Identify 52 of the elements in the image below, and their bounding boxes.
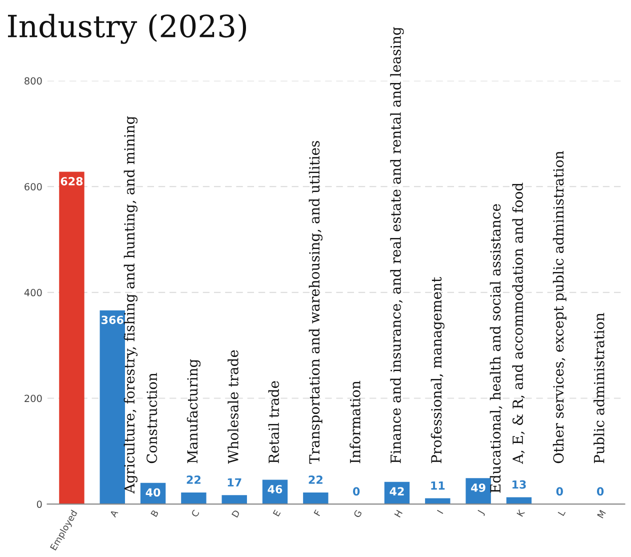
data-label: 628 bbox=[60, 177, 83, 186]
annotation: A, E, & R, and accommodation and food bbox=[512, 182, 525, 464]
annotation: Other services, except public administration bbox=[552, 150, 566, 464]
annotation: Transportation and warehousing, and utilities bbox=[308, 141, 322, 464]
annotation: Construction bbox=[146, 372, 158, 464]
x-tick-label: E bbox=[272, 510, 281, 517]
x-tick-label: A bbox=[110, 509, 118, 518]
x-tick-label: F bbox=[314, 510, 322, 516]
chart-title: Industry (2023) bbox=[8, 14, 246, 44]
data-label: 22 bbox=[308, 476, 322, 484]
annotation: Public administration bbox=[594, 312, 604, 464]
x-tick-label: J bbox=[476, 510, 486, 516]
y-tick-label: 0 bbox=[36, 500, 42, 508]
data-label: 49 bbox=[471, 483, 486, 492]
x-tick-label: I bbox=[437, 510, 444, 514]
x-tick-label: B bbox=[150, 510, 159, 517]
x-tick-label: K bbox=[516, 508, 526, 517]
x-tick-label: M bbox=[597, 510, 606, 518]
data-label: 11 bbox=[431, 482, 445, 490]
bar bbox=[303, 492, 328, 504]
y-tick-label: 600 bbox=[24, 183, 42, 190]
bar bbox=[59, 172, 84, 504]
annotation: Professional, management bbox=[430, 277, 444, 464]
bar bbox=[100, 310, 125, 504]
data-label: 22 bbox=[186, 476, 200, 484]
annotation: Retail trade bbox=[268, 381, 280, 464]
annotation: Agriculture, forestry, fishing and hunting, and mining bbox=[124, 116, 138, 494]
data-label: 13 bbox=[512, 480, 526, 489]
bar bbox=[506, 497, 532, 504]
annotation: Wholesale trade bbox=[228, 350, 238, 464]
annotation: Educational, health and social assistance bbox=[490, 204, 502, 493]
x-tick-label: C bbox=[190, 509, 200, 518]
data-label: 17 bbox=[228, 478, 242, 486]
x-tick-label: H bbox=[394, 510, 402, 518]
x-tick-label: L bbox=[558, 509, 566, 516]
x-tick-label: D bbox=[232, 510, 240, 518]
x-tick-label: G bbox=[353, 510, 362, 518]
bar bbox=[181, 492, 206, 504]
bar bbox=[222, 495, 247, 504]
data-label: 40 bbox=[146, 488, 160, 497]
annotation: Manufacturing bbox=[186, 359, 201, 464]
annotation: Information bbox=[350, 380, 360, 464]
y-tick-label: 200 bbox=[24, 394, 42, 402]
data-label: 0 bbox=[596, 487, 604, 496]
data-label: 42 bbox=[390, 487, 404, 496]
data-label: 46 bbox=[268, 485, 282, 494]
y-tick-label: 800 bbox=[24, 77, 42, 85]
data-label: 366 bbox=[102, 316, 124, 324]
y-tick-label: 400 bbox=[24, 288, 42, 296]
data-label: 0 bbox=[556, 487, 563, 496]
data-label: 0 bbox=[353, 487, 360, 496]
annotation: Finance and insurance, and real estate and rental and leasing bbox=[390, 27, 404, 464]
